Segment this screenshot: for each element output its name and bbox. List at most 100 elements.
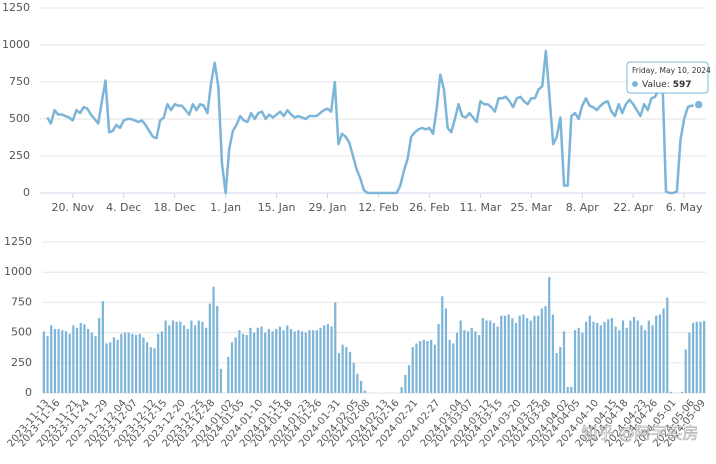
bar [134, 335, 138, 393]
bar [430, 339, 433, 393]
bar [275, 328, 278, 393]
bar [146, 342, 149, 393]
bar [286, 325, 289, 393]
bar [566, 386, 569, 393]
bar [647, 320, 650, 393]
bar [489, 320, 492, 393]
bar [164, 320, 167, 393]
bar [337, 353, 341, 393]
watermark: 知乎 @阿宇买房 [581, 424, 698, 443]
bar [632, 316, 636, 393]
bar [267, 328, 270, 393]
line [46, 49, 700, 195]
bar [703, 320, 706, 393]
bar [529, 320, 532, 393]
bar [433, 344, 436, 393]
x-tick-label: 29. Jan [309, 201, 347, 214]
bar [297, 330, 300, 393]
bar [190, 320, 193, 393]
bar [514, 322, 518, 393]
y-tick-label: 0 [25, 386, 32, 399]
tooltip-box [626, 61, 709, 94]
y-tick-label: 1000 [2, 38, 30, 51]
bar [105, 343, 108, 393]
bar [640, 325, 643, 393]
bar [341, 344, 344, 393]
bar [470, 327, 473, 393]
bar [625, 327, 628, 393]
tooltip-line: Value: 597 [642, 80, 692, 90]
bar [264, 332, 267, 393]
bar [227, 356, 230, 393]
bar [282, 330, 285, 393]
bar [621, 320, 625, 393]
hover-marker [693, 99, 704, 110]
bar [219, 368, 223, 393]
bar [680, 391, 684, 393]
bar [359, 380, 363, 393]
bar [503, 315, 507, 393]
bar [537, 315, 540, 393]
bar [492, 322, 495, 393]
bar [212, 286, 215, 393]
bar [149, 347, 152, 393]
bar [193, 325, 197, 393]
bar [175, 321, 178, 393]
bar [581, 332, 584, 393]
bar [345, 347, 348, 393]
bar [98, 318, 101, 393]
bar [655, 315, 658, 393]
bar [607, 319, 610, 393]
bar [662, 308, 665, 393]
bar [46, 336, 49, 393]
bar [112, 337, 116, 393]
bar [441, 296, 444, 393]
bar [53, 328, 57, 393]
bar [588, 315, 591, 393]
bar [326, 324, 329, 393]
bar [684, 349, 687, 393]
bar [245, 335, 248, 393]
bar [573, 330, 577, 393]
bar [599, 325, 602, 393]
x-tick-label: 1. Jan [210, 201, 241, 214]
bar [555, 353, 558, 393]
bar [64, 331, 68, 393]
y-tick-label: 750 [11, 295, 32, 308]
bar [289, 328, 293, 393]
bar [334, 302, 337, 393]
x-tick-label: 26. Feb [409, 201, 449, 214]
bar [120, 333, 123, 393]
bar [419, 341, 422, 393]
bar [79, 322, 82, 393]
bar [57, 328, 60, 393]
x-tick-label: 12. Feb [358, 201, 398, 214]
bar [315, 330, 318, 393]
bar [319, 327, 322, 393]
x-tick-label: 4. Dec [106, 201, 141, 214]
bar [234, 337, 237, 393]
bar [559, 347, 562, 393]
bar [153, 348, 156, 393]
tooltip-dot [632, 81, 638, 87]
bar [404, 374, 407, 393]
bar [415, 343, 418, 393]
bar [61, 330, 64, 393]
x-tick-label: 8. Apr [566, 201, 599, 214]
bar [109, 342, 112, 393]
bar [592, 321, 595, 393]
bar [455, 332, 459, 393]
bar [636, 320, 639, 393]
bar [463, 330, 466, 393]
x-tick-label: 6. May [666, 201, 703, 214]
bar [138, 333, 141, 393]
bar [437, 324, 440, 393]
tooltip-date: Friday, May 10, 2024 [632, 66, 711, 75]
bar [411, 347, 414, 393]
bar [323, 325, 326, 393]
bar [90, 332, 93, 393]
bar [238, 330, 241, 393]
bar [94, 336, 97, 393]
bar [42, 331, 45, 393]
